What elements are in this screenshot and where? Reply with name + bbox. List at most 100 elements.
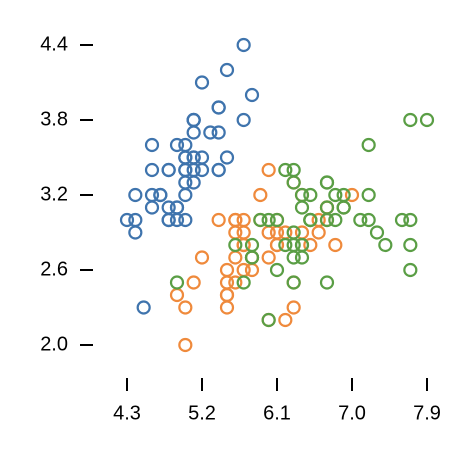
point [186, 125, 201, 140]
point [203, 125, 218, 140]
x-tick-label: 7.0 [338, 402, 366, 424]
point [236, 112, 251, 128]
point [361, 137, 376, 153]
point [211, 125, 226, 140]
point [219, 275, 235, 290]
x-tick-label: 6.1 [263, 402, 291, 424]
point [219, 300, 235, 315]
point [286, 300, 301, 315]
point [211, 100, 226, 115]
point [336, 200, 351, 215]
point [178, 212, 193, 228]
point [211, 162, 226, 178]
point [219, 62, 235, 78]
point [178, 187, 193, 203]
point [344, 187, 360, 203]
point [178, 150, 193, 165]
point [144, 162, 160, 178]
point [144, 200, 160, 215]
point [303, 237, 318, 253]
point [253, 212, 268, 228]
point [169, 137, 185, 153]
point [403, 262, 418, 278]
point [144, 137, 160, 153]
point [403, 212, 418, 228]
point [294, 187, 310, 203]
point [244, 250, 260, 265]
point [261, 312, 276, 328]
point [178, 300, 193, 315]
point [211, 212, 226, 228]
point [119, 212, 135, 228]
point [244, 87, 260, 103]
point [136, 300, 151, 315]
point [219, 150, 235, 165]
point [236, 225, 251, 240]
point [319, 200, 335, 215]
y-tick-label: 3.2 [40, 183, 68, 205]
point [236, 212, 251, 228]
point [186, 275, 201, 290]
point [228, 237, 243, 253]
point [186, 112, 201, 128]
y-tick-label: 3.8 [40, 108, 68, 130]
point [294, 237, 310, 253]
point [319, 275, 335, 290]
point [319, 212, 335, 228]
point [286, 250, 301, 265]
point [286, 162, 301, 178]
point [228, 250, 243, 265]
point [228, 212, 243, 228]
point [261, 250, 276, 265]
point [169, 287, 185, 303]
point [161, 162, 176, 178]
point [361, 187, 376, 203]
point [194, 250, 210, 265]
point [153, 187, 168, 203]
point [186, 162, 201, 178]
point [328, 212, 343, 228]
point [219, 287, 235, 303]
y-tick-label: 2.6 [40, 258, 68, 280]
point [278, 312, 293, 328]
point [278, 162, 293, 178]
point [328, 187, 343, 203]
point [194, 75, 210, 90]
point [403, 112, 418, 128]
point [361, 212, 376, 228]
point [319, 175, 335, 190]
point [294, 200, 310, 215]
point [328, 237, 343, 253]
point [269, 262, 285, 278]
point [303, 212, 318, 228]
point [144, 187, 160, 203]
point [236, 237, 251, 253]
point [194, 162, 210, 178]
point [419, 112, 435, 128]
point [128, 212, 143, 228]
point [219, 262, 235, 278]
point [286, 175, 301, 190]
point [169, 200, 185, 215]
point [178, 175, 193, 190]
point [178, 337, 193, 353]
point [269, 212, 285, 228]
x-tick-label: 5.2 [188, 402, 216, 424]
point [261, 162, 276, 178]
y-tick-label: 2.0 [40, 333, 68, 355]
point [311, 225, 326, 240]
point [244, 237, 260, 253]
point [269, 237, 285, 253]
point [161, 212, 176, 228]
point [394, 212, 410, 228]
point [353, 212, 368, 228]
point [128, 225, 143, 240]
point [286, 225, 301, 240]
point [378, 237, 393, 253]
point [286, 237, 301, 253]
point [169, 275, 185, 290]
point [369, 225, 385, 240]
y-tick-label: 4.4 [40, 33, 68, 55]
point [244, 262, 260, 278]
